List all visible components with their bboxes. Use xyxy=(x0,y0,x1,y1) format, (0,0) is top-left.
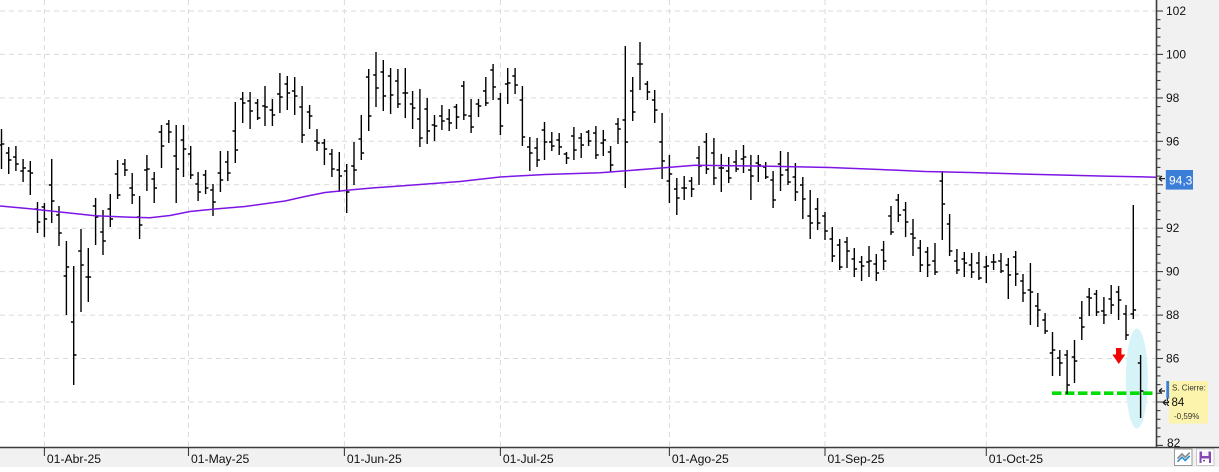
svg-text:01-Ago-25: 01-Ago-25 xyxy=(672,452,729,466)
svg-text:102: 102 xyxy=(1166,4,1186,18)
svg-text:01-Abr-25: 01-Abr-25 xyxy=(47,452,101,466)
svg-text:86: 86 xyxy=(1166,352,1180,366)
svg-text:82: 82 xyxy=(1167,436,1181,450)
svg-text:94,3: 94,3 xyxy=(1169,173,1193,187)
svg-text:-0,59%: -0,59% xyxy=(1174,412,1199,421)
svg-text:90: 90 xyxy=(1166,265,1180,279)
svg-text:01-Jul-25: 01-Jul-25 xyxy=(503,452,554,466)
svg-text:88: 88 xyxy=(1166,308,1180,322)
svg-text:01-May-25: 01-May-25 xyxy=(191,452,249,466)
svg-text:98: 98 xyxy=(1166,91,1180,105)
svg-text:01-Sep-25: 01-Sep-25 xyxy=(828,452,885,466)
svg-text:100: 100 xyxy=(1166,47,1186,61)
svg-text:01-Oct-25: 01-Oct-25 xyxy=(989,452,1043,466)
svg-text:84: 84 xyxy=(1172,397,1185,409)
svg-text:92: 92 xyxy=(1166,221,1180,235)
svg-text:01-Jun-25: 01-Jun-25 xyxy=(347,452,402,466)
svg-text:96: 96 xyxy=(1166,134,1180,148)
svg-text:S. Cierre:: S. Cierre: xyxy=(1172,384,1206,393)
